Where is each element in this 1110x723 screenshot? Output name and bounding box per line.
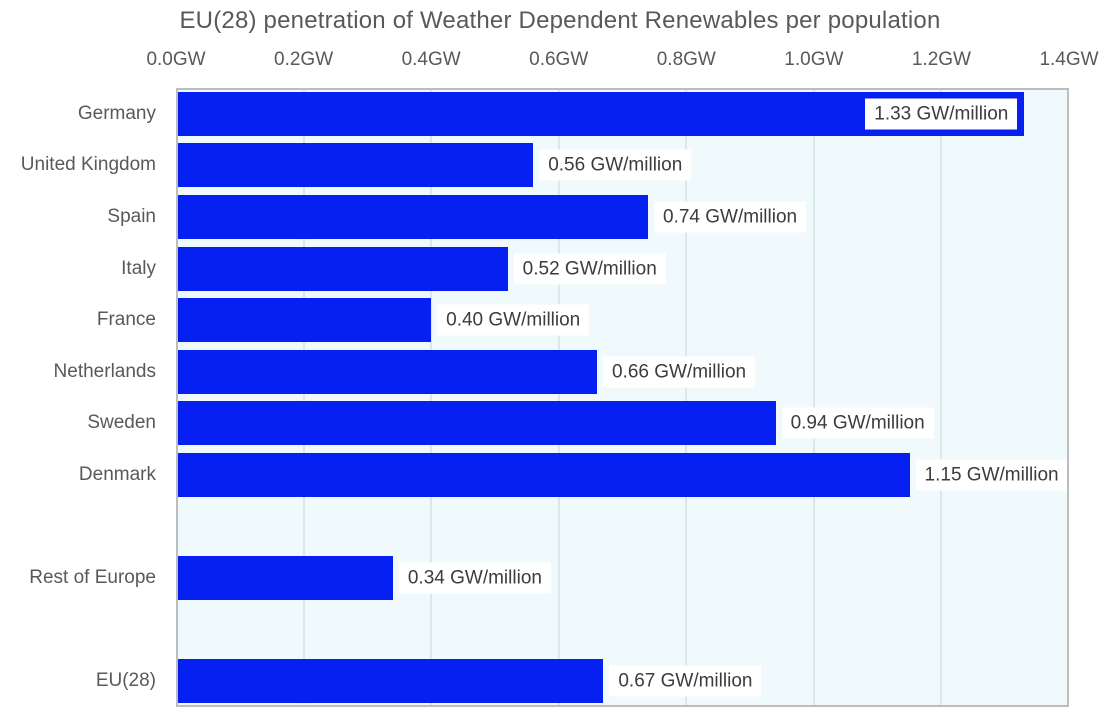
bar-italy	[176, 246, 508, 291]
category-label-united-kingdom: United Kingdom	[20, 154, 156, 176]
bar-eu-28	[176, 659, 604, 704]
category-label-spain: Spain	[107, 205, 156, 227]
bar-denmark	[176, 452, 910, 497]
gridline	[430, 88, 433, 707]
category-axis: Germany United Kingdom Spain Italy France Net…	[0, 88, 156, 707]
x-tick-label: 1.0GW	[784, 49, 844, 70]
gridline	[302, 88, 305, 707]
bar-spain	[176, 194, 648, 239]
category-label-france: France	[96, 309, 156, 331]
value-label-denmark: 1.15 GW/million	[915, 459, 1068, 491]
x-tick-label: 1.4GW	[1039, 49, 1099, 70]
x-tick-label: 0.6GW	[529, 49, 589, 70]
value-label-united-kingdom: 0.56 GW/million	[539, 149, 692, 181]
value-label-germany: 1.33 GW/million	[865, 98, 1018, 130]
category-label-eu-28: EU(28)	[95, 670, 156, 692]
value-label-eu-28: 0.67 GW/million	[609, 665, 762, 697]
gridline	[685, 88, 688, 707]
value-label-sweden: 0.94 GW/million	[781, 407, 934, 439]
bar-layer	[176, 88, 1069, 707]
gridline	[812, 88, 815, 707]
gridline-layer	[176, 88, 1069, 707]
x-tick-label: 1.2GW	[911, 49, 971, 70]
value-label-france: 0.40 GW/million	[437, 304, 590, 336]
x-tick-label: 0.8GW	[656, 49, 716, 70]
category-label-sweden: Sweden	[87, 412, 156, 434]
x-tick-label: 0.0GW	[146, 49, 206, 70]
category-label-germany: Germany	[77, 102, 156, 124]
category-label-denmark: Denmark	[78, 463, 156, 485]
category-label-italy: Italy	[121, 257, 156, 279]
plot-background	[176, 88, 1069, 707]
bar-sweden	[176, 401, 776, 446]
value-label-layer: 1.33 GW/million 0.56 GW/million 0.74 GW/mi…	[176, 88, 1069, 707]
value-label-netherlands: 0.66 GW/million	[602, 356, 756, 388]
gridline	[940, 88, 943, 707]
category-label-netherlands: Netherlands	[53, 360, 156, 382]
value-label-spain: 0.74 GW/million	[654, 201, 807, 233]
x-axis: 0.0GW 0.2GW 0.4GW 0.6GW 0.8GW 1.0GW 1.2GW 1.4GW	[146, 49, 1098, 75]
x-tick-label: 0.4GW	[401, 49, 461, 70]
gridline	[557, 88, 560, 707]
x-tick-label: 0.2GW	[274, 49, 334, 70]
category-label-rest-of-europe: Rest of Europe	[29, 567, 156, 589]
bar-rest-of-europe	[176, 556, 393, 601]
bar-netherlands	[176, 349, 597, 394]
chart-title: EU(28) penetration of Weather Dependent …	[179, 7, 941, 34]
value-label-italy: 0.52 GW/million	[513, 253, 666, 285]
value-label-rest-of-europe: 0.34 GW/million	[398, 562, 551, 594]
bar-france	[176, 298, 432, 343]
bar-united-kingdom	[176, 143, 534, 188]
